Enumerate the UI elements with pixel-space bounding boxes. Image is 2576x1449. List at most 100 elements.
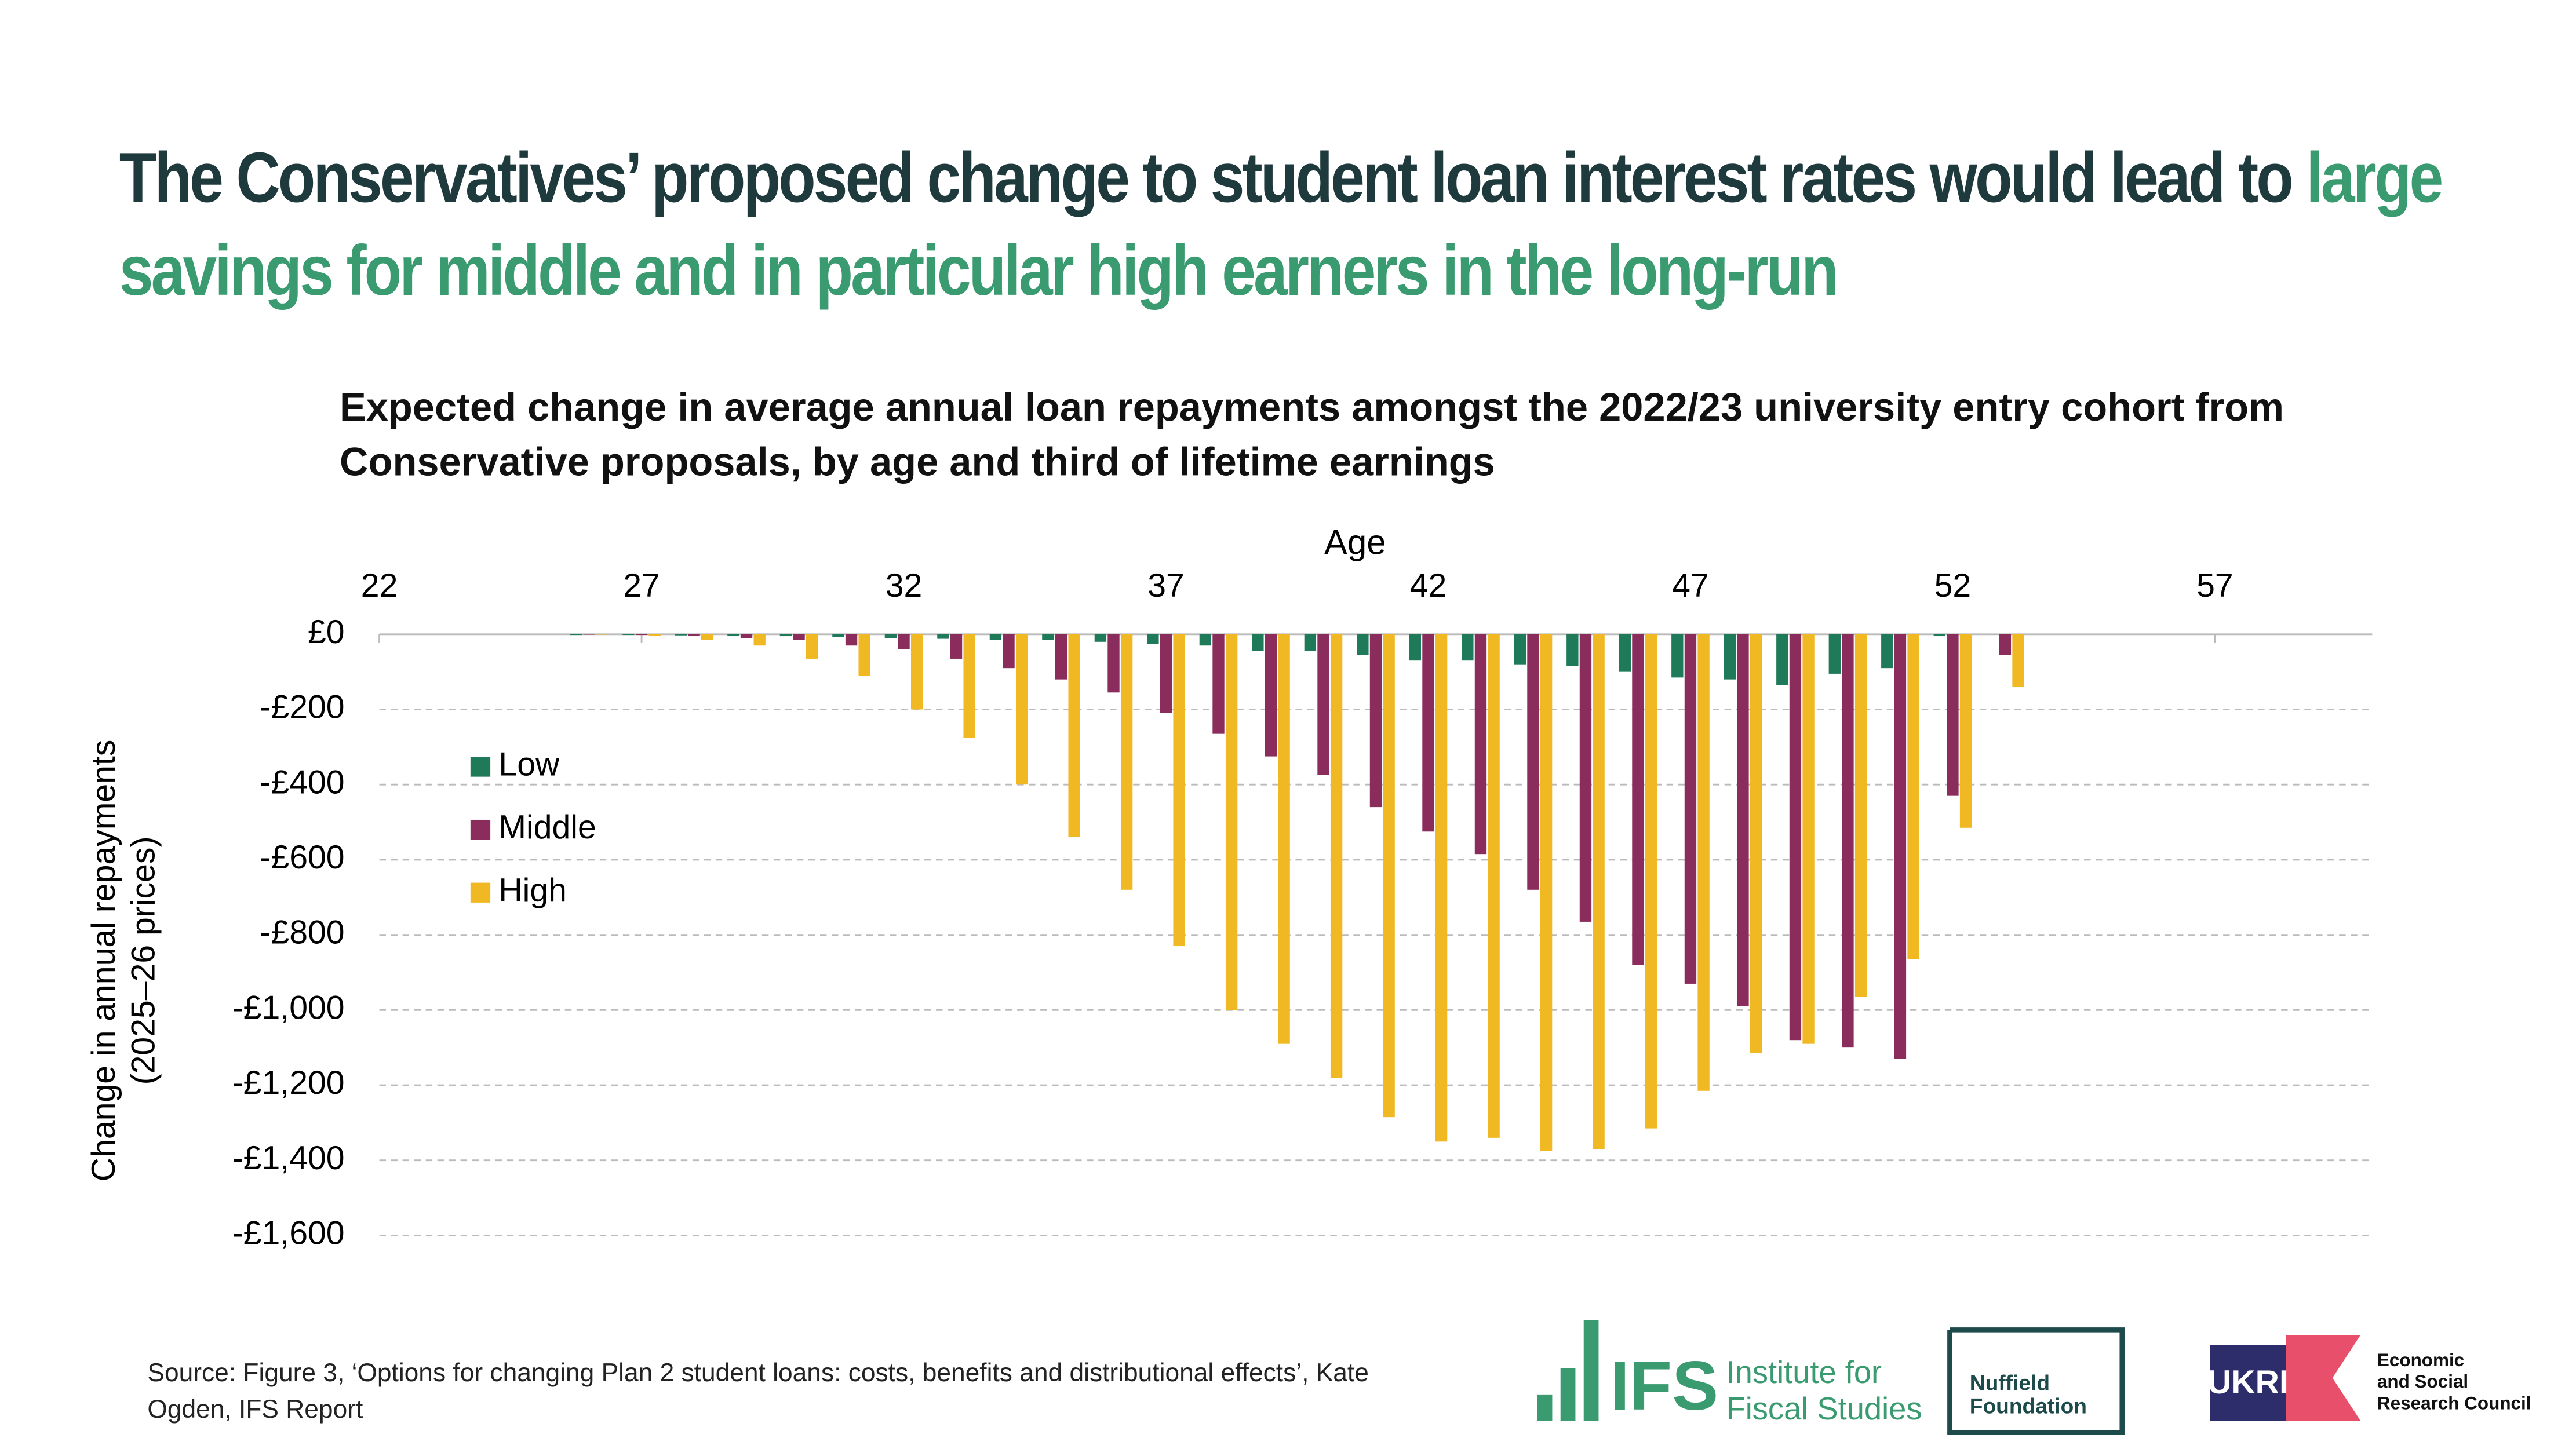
- bar: [1947, 634, 1959, 796]
- y-axis-label: Change in annual repayments (2025–26 pri…: [85, 740, 162, 1182]
- logo-shape: UKRI: [2207, 1364, 2289, 1401]
- nuffield-text: Foundation: [1970, 1394, 2087, 1418]
- bar: [1383, 634, 1395, 1118]
- bar: [596, 634, 609, 635]
- bar: [1593, 634, 1605, 1149]
- logo-shape: [2286, 1334, 2361, 1421]
- logo-shape: [1560, 1368, 1576, 1421]
- bar: [898, 634, 910, 649]
- bar: [1003, 634, 1015, 669]
- bar: [1422, 634, 1434, 832]
- logo-shape: [1583, 1320, 1599, 1421]
- bar: [753, 634, 766, 646]
- bar: [1684, 634, 1697, 984]
- bar: [1632, 634, 1644, 965]
- logo-shape: [1947, 1327, 2125, 1435]
- source: Source: Figure 3, ‘Options for changing …: [147, 1359, 1369, 1425]
- bar: [1212, 634, 1225, 734]
- legend-swatch: [470, 819, 491, 840]
- bar: [2012, 634, 2024, 687]
- bar: [1566, 634, 1579, 666]
- y-tick-label: -£800: [260, 914, 344, 951]
- bar: [1435, 634, 1448, 1142]
- bar: [1147, 634, 1159, 644]
- y-tick-label: -£1,200: [232, 1064, 345, 1101]
- bar: [1802, 634, 1815, 1044]
- bar: [1894, 634, 1907, 1059]
- x-tick-label: 37: [1147, 567, 1185, 604]
- bar: [1842, 634, 1854, 1048]
- x-axis-label: Age: [1324, 523, 1386, 561]
- subtitle: Expected change in average annual loan r…: [339, 386, 2284, 486]
- bar: [806, 634, 818, 659]
- x-tick-label: 57: [2196, 567, 2233, 604]
- bar: [1776, 634, 1788, 685]
- bar: [1317, 634, 1329, 776]
- ukri-text: Economic: [2377, 1350, 2464, 1370]
- y-tick-label: -£1,000: [232, 989, 345, 1026]
- bar: [1933, 634, 1945, 637]
- bar: [1068, 634, 1080, 838]
- y-tick-label: £0: [308, 614, 345, 651]
- bar: [1094, 634, 1107, 642]
- bar: [622, 634, 635, 636]
- y-tick-label: -£1,600: [232, 1215, 345, 1252]
- bar: [740, 634, 753, 638]
- y-tick-label: -£600: [260, 839, 344, 876]
- bar: [1527, 634, 1539, 890]
- bar: [1671, 634, 1684, 678]
- bar: [832, 634, 844, 637]
- y-tick-label: -£1,400: [232, 1140, 345, 1177]
- bar: [1645, 634, 1657, 1129]
- bar: [779, 634, 792, 637]
- legend-label: Low: [498, 746, 560, 783]
- bar: [570, 634, 582, 636]
- bar: [793, 634, 805, 640]
- bar: [1514, 634, 1526, 665]
- bar: [635, 634, 648, 636]
- bar: [1304, 634, 1317, 651]
- x-tick-label: 42: [1410, 567, 1447, 604]
- bar: [1881, 634, 1893, 669]
- bar: [583, 634, 595, 635]
- logo-shape: [2210, 1345, 2286, 1421]
- bar: [1278, 634, 1290, 1044]
- bar: [1999, 634, 2012, 655]
- bar: [1789, 634, 1802, 1041]
- y-axis-label-line: Change in annual repayments: [85, 740, 122, 1182]
- bar: [1854, 634, 1867, 997]
- bar: [858, 634, 870, 676]
- bar: [727, 634, 739, 637]
- bar: [1173, 634, 1185, 947]
- bar: [1462, 634, 1474, 661]
- x-tick-label: 47: [1672, 567, 1709, 604]
- bar: [989, 634, 1002, 640]
- bar: [1959, 634, 1972, 828]
- y-axis-label-line: (2025–26 prices): [125, 836, 162, 1085]
- nuffield-text: Nuffield: [1970, 1371, 2050, 1395]
- ifs-name: Fiscal Studies: [1726, 1391, 1922, 1426]
- bar: [1199, 634, 1212, 646]
- bar: [1265, 634, 1277, 757]
- bar: [1330, 634, 1343, 1078]
- ukri-text: Research Council: [2377, 1393, 2531, 1413]
- bar: [1750, 634, 1762, 1053]
- ifs-name: Institute for: [1726, 1355, 1882, 1390]
- bar: [937, 634, 949, 639]
- legend-label: High: [498, 872, 567, 909]
- bar: [910, 634, 923, 710]
- bar: [688, 634, 700, 637]
- bar: [950, 634, 963, 659]
- bar: [1409, 634, 1422, 661]
- bar: [1737, 634, 1749, 1006]
- ifs-text: IFS: [1610, 1347, 1718, 1425]
- bar: [1252, 634, 1264, 651]
- bar: [963, 634, 975, 738]
- x-tick-label: 22: [361, 567, 398, 604]
- logo-shape: [1537, 1394, 1553, 1421]
- title-highlight: large savings for middle and in particul…: [119, 139, 2443, 312]
- bar: [1369, 634, 1382, 808]
- ukri-text: and Social: [2377, 1371, 2468, 1392]
- bar: [1160, 634, 1172, 713]
